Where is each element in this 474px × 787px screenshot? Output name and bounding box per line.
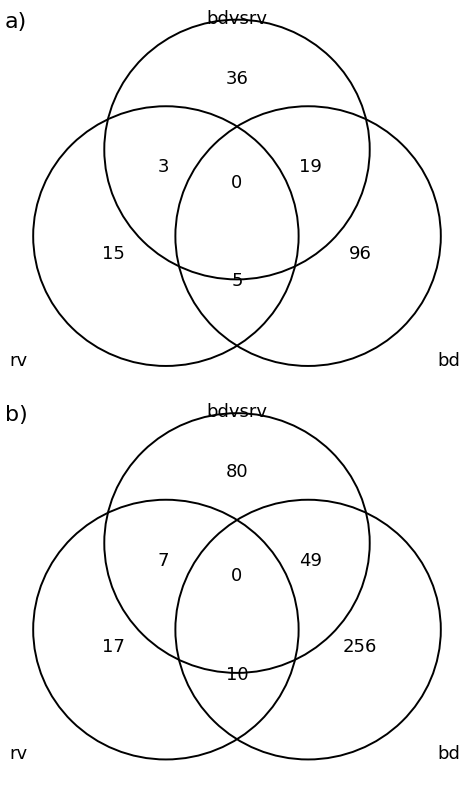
Text: bdvsrv: bdvsrv — [207, 10, 267, 28]
Text: a): a) — [5, 12, 27, 31]
Text: 96: 96 — [349, 245, 372, 263]
Text: 0: 0 — [231, 174, 243, 192]
Text: 0: 0 — [231, 567, 243, 586]
Text: 256: 256 — [343, 638, 377, 656]
Text: 15: 15 — [102, 245, 125, 263]
Text: 5: 5 — [231, 272, 243, 290]
Text: 17: 17 — [102, 638, 125, 656]
Text: b): b) — [5, 405, 27, 425]
Text: rv: rv — [9, 745, 27, 763]
Text: 36: 36 — [226, 70, 248, 87]
Text: bdvsrv: bdvsrv — [207, 403, 267, 421]
Text: bd: bd — [437, 745, 460, 763]
Text: 7: 7 — [158, 552, 169, 570]
Text: 3: 3 — [158, 158, 169, 176]
Text: 19: 19 — [299, 158, 322, 176]
Text: 80: 80 — [226, 464, 248, 481]
Text: rv: rv — [9, 352, 27, 370]
Text: 10: 10 — [226, 666, 248, 684]
Text: bd: bd — [437, 352, 460, 370]
Text: 49: 49 — [299, 552, 322, 570]
